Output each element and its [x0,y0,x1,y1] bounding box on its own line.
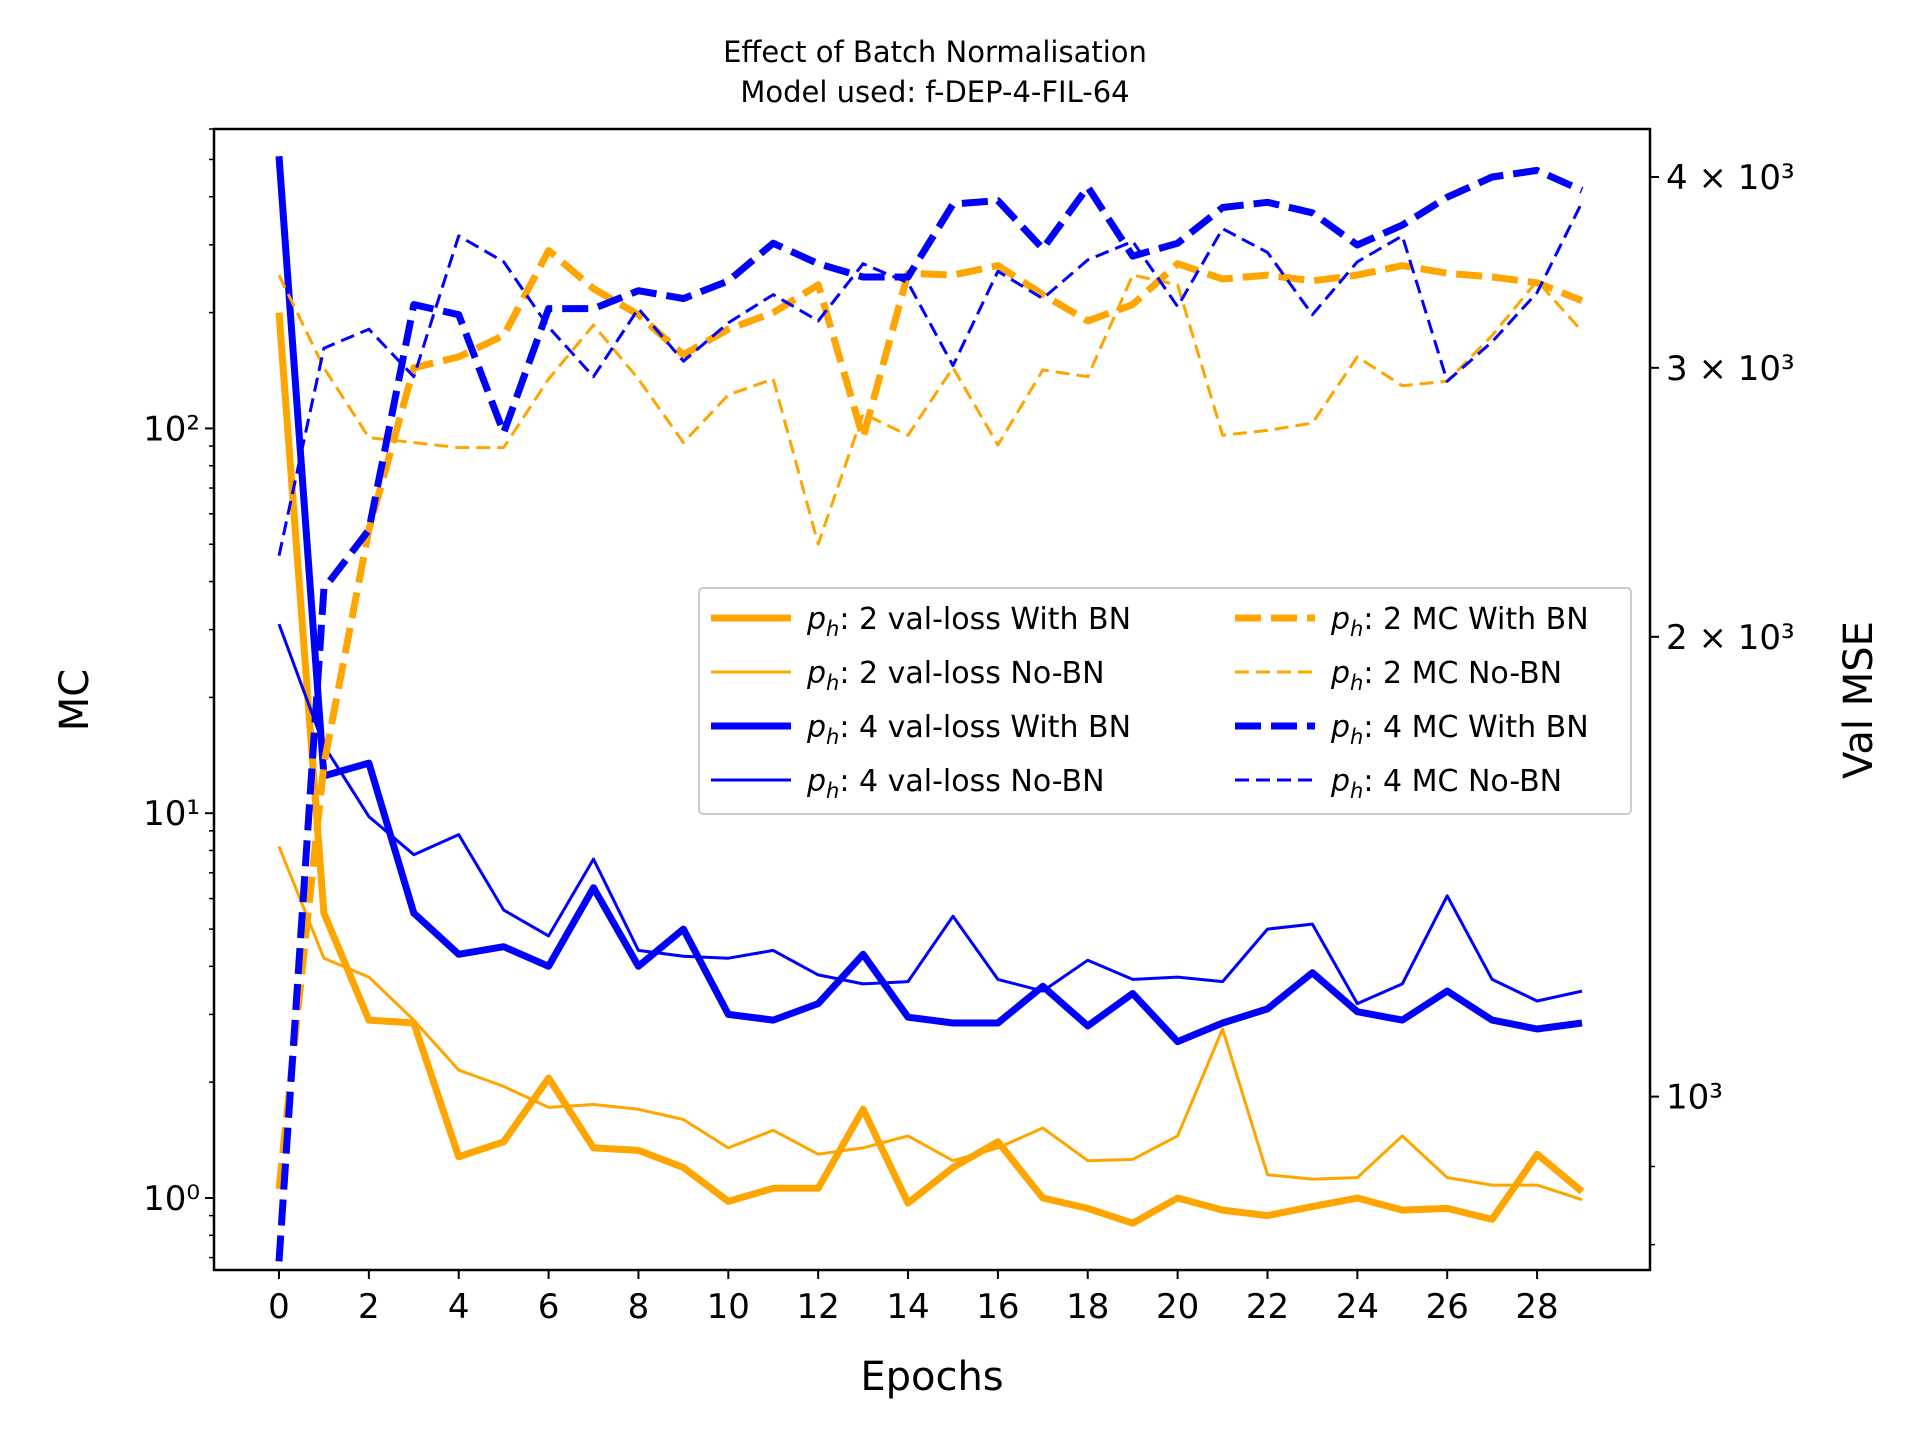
legend-label-3: ph: 4 val-loss With BN [806,710,1131,749]
legend-box [698,587,1632,815]
x-tick-label: 26 [1426,1287,1469,1327]
series-line-7 [275,166,1584,1262]
y-left-tick-label: 10² [143,409,200,449]
plot-frame [212,127,1652,1272]
x-tick-label: 16 [976,1287,1019,1327]
x-tick-label: 12 [797,1287,840,1327]
x-tick-label: 24 [1336,1287,1379,1327]
legend-label-6: ph: 2 MC No-BN [1330,656,1562,695]
x-tick-label: 6 [538,1287,560,1327]
legend-label-2: ph: 2 val-loss No-BN [806,656,1105,695]
x-tick-label: 8 [628,1287,650,1327]
series-layer [275,155,1585,1262]
legend-label-7: ph: 4 MC With BN [1330,710,1589,749]
x-tick-label: 4 [448,1287,470,1327]
y-right-tick-label: 2 × 10³ [1666,618,1795,658]
x-axis-label: Epochs [860,1354,1003,1400]
series-line-1 [275,312,1585,1227]
x-tick-label: 20 [1156,1287,1199,1327]
x-tick-label: 0 [268,1287,290,1327]
series-line-6 [277,273,1584,546]
legend-label-4: ph: 4 val-loss No-BN [806,764,1105,803]
legend-label-1: ph: 2 val-loss With BN [806,602,1131,641]
chart-subtitle: Model used: f-DEP-4-FIL-64 [740,75,1129,109]
x-tick-label: 22 [1246,1287,1289,1327]
legend: ph: 2 val-loss With BN ph: 2 val-loss No-… [698,587,1632,815]
y-left-tick-label: 10⁰ [143,1179,200,1219]
y-right-tick-label: 10³ [1666,1078,1723,1118]
y-left-tick-label: 10¹ [143,794,200,834]
chart-title: Effect of Batch Normalisation [723,35,1147,69]
legend-label-8: ph: 4 MC No-BN [1330,764,1562,803]
series-line-3 [275,155,1583,1046]
x-tick-label: 28 [1515,1287,1558,1327]
series-line-4 [277,623,1583,1006]
legend-label-5: ph: 2 MC With BN [1330,602,1589,641]
y-axis-label-right: Val MSE [1836,621,1882,779]
y-right-tick-label: 3 × 10³ [1666,349,1795,389]
series-line-5 [275,247,1584,1190]
x-tick-label: 10 [707,1287,750,1327]
y-axis-label-left: MC [52,669,98,731]
x-tick-label: 2 [358,1287,380,1327]
y-right-tick-label: 4 × 10³ [1666,158,1795,198]
x-tick-label: 18 [1066,1287,1109,1327]
series-line-2 [277,845,1583,1202]
x-tick-label: 14 [886,1287,929,1327]
series-line-8 [277,201,1584,557]
